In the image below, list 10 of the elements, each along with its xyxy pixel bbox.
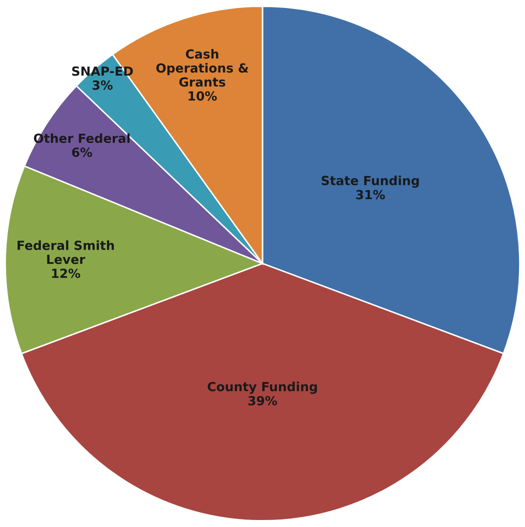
data-label: 10% [188, 91, 217, 101]
slice-label: Federal Smith Lever [18, 240, 114, 264]
data-label: 3% [92, 80, 113, 90]
data-label: 39% [248, 396, 278, 406]
slice-label: County Funding [208, 382, 317, 394]
data-label: 31% [356, 190, 385, 200]
slice-label: Cash Operations & Grants [156, 49, 248, 87]
slice-label: State Funding [322, 176, 419, 188]
data-label: 12% [52, 268, 80, 278]
data-label: 6% [72, 148, 92, 157]
